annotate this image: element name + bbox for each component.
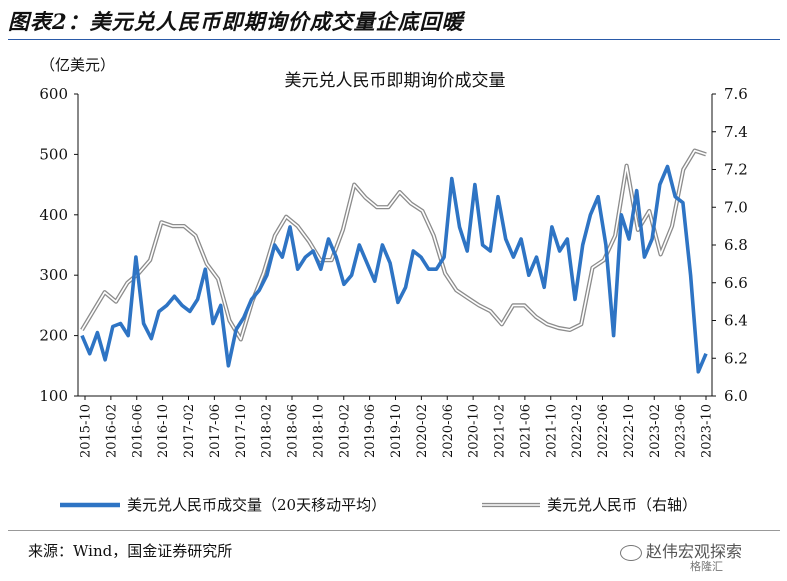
x-tick-label: 2019-06 — [363, 404, 378, 458]
x-tick-label: 2019-10 — [389, 404, 404, 458]
x-tick-label: 2020-06 — [441, 404, 456, 458]
chart-title: 美元兑人民币即期询价成交量 — [285, 71, 506, 91]
x-tick-label: 2016-02 — [104, 404, 119, 458]
x-tick-label: 2020-02 — [415, 404, 430, 458]
x-tick-label: 2022-06 — [596, 404, 611, 458]
x-tick-label: 2018-10 — [311, 404, 326, 458]
line-chart: 美元兑人民币即期询价成交量 （亿美元） 100 200 300 400 500 600 6.… — [39, 56, 748, 514]
footer-rule — [8, 530, 780, 531]
right-tick-label: 7.4 — [724, 123, 748, 141]
right-tick-label: 7.6 — [724, 85, 748, 103]
x-tick-label: 2018-06 — [286, 404, 301, 458]
left-tick-label: 400 — [39, 206, 68, 224]
right-tick-label: 6.6 — [724, 274, 748, 292]
series-volume-line — [80, 164, 708, 374]
series-usdcny-line — [81, 149, 707, 341]
left-tick-label: 500 — [39, 145, 68, 163]
right-tick-label: 6.2 — [724, 349, 748, 367]
watermark: 赵伟宏观探索 — [620, 538, 742, 562]
series-group — [80, 148, 708, 374]
left-tick-label: 300 — [39, 266, 68, 284]
x-tick-label: 2017-06 — [208, 404, 223, 458]
wechat-icon — [620, 544, 642, 561]
left-tick-label: 600 — [39, 85, 68, 103]
legend-label-volume: 美元兑人民币成交量（20天移动平均） — [127, 496, 386, 514]
left-tick-label: 100 — [39, 387, 68, 405]
x-tick-label: 2021-06 — [518, 404, 533, 458]
left-axis-unit: （亿美元） — [40, 56, 115, 74]
right-tick-label: 7.2 — [724, 161, 748, 179]
x-tick-label: 2015-10 — [79, 404, 94, 458]
right-tick-label: 6.4 — [724, 312, 748, 330]
x-tick-label: 2020-10 — [467, 404, 482, 458]
x-tick-label: 2017-02 — [182, 404, 197, 458]
figure-title: 图表2：美元兑人民币即期询价成交量企底回暖 — [8, 9, 464, 34]
x-tick-label: 2018-02 — [260, 404, 275, 458]
watermark-text: 赵伟宏观探索 — [646, 542, 743, 561]
right-tick-label: 6.0 — [724, 387, 748, 405]
x-tick-label: 2021-02 — [493, 404, 508, 458]
x-tick-label: 2022-10 — [622, 404, 637, 458]
x-tick-label: 2023-06 — [674, 404, 689, 458]
axes: 100 200 300 400 500 600 6.0 6.2 6.4 6.6 6.8 7.0 7.2 7… — [39, 85, 748, 458]
x-tick-label: 2022-02 — [570, 404, 585, 458]
right-tick-label: 6.8 — [724, 236, 748, 254]
x-tick-label: 2016-06 — [130, 404, 145, 458]
title-rule — [8, 39, 780, 40]
x-tick-label: 2019-02 — [337, 404, 352, 458]
x-tick-label: 2023-10 — [700, 404, 715, 458]
legend-label-usdcny: 美元兑人民币（右轴） — [547, 496, 697, 514]
x-tick-label: 2021-10 — [544, 404, 559, 458]
x-tick-label: 2016-10 — [156, 404, 171, 458]
left-tick-label: 200 — [39, 327, 68, 345]
watermark-sub: 格隆汇 — [690, 560, 723, 573]
source-note: 来源：Wind，国金证券研究所 — [28, 542, 233, 560]
legend: 美元兑人民币成交量（20天移动平均） 美元兑人民币（右轴） — [60, 496, 697, 514]
x-tick-label: 2017-10 — [234, 404, 249, 458]
right-tick-label: 7.0 — [724, 198, 748, 216]
x-tick-label: 2023-02 — [648, 404, 663, 458]
